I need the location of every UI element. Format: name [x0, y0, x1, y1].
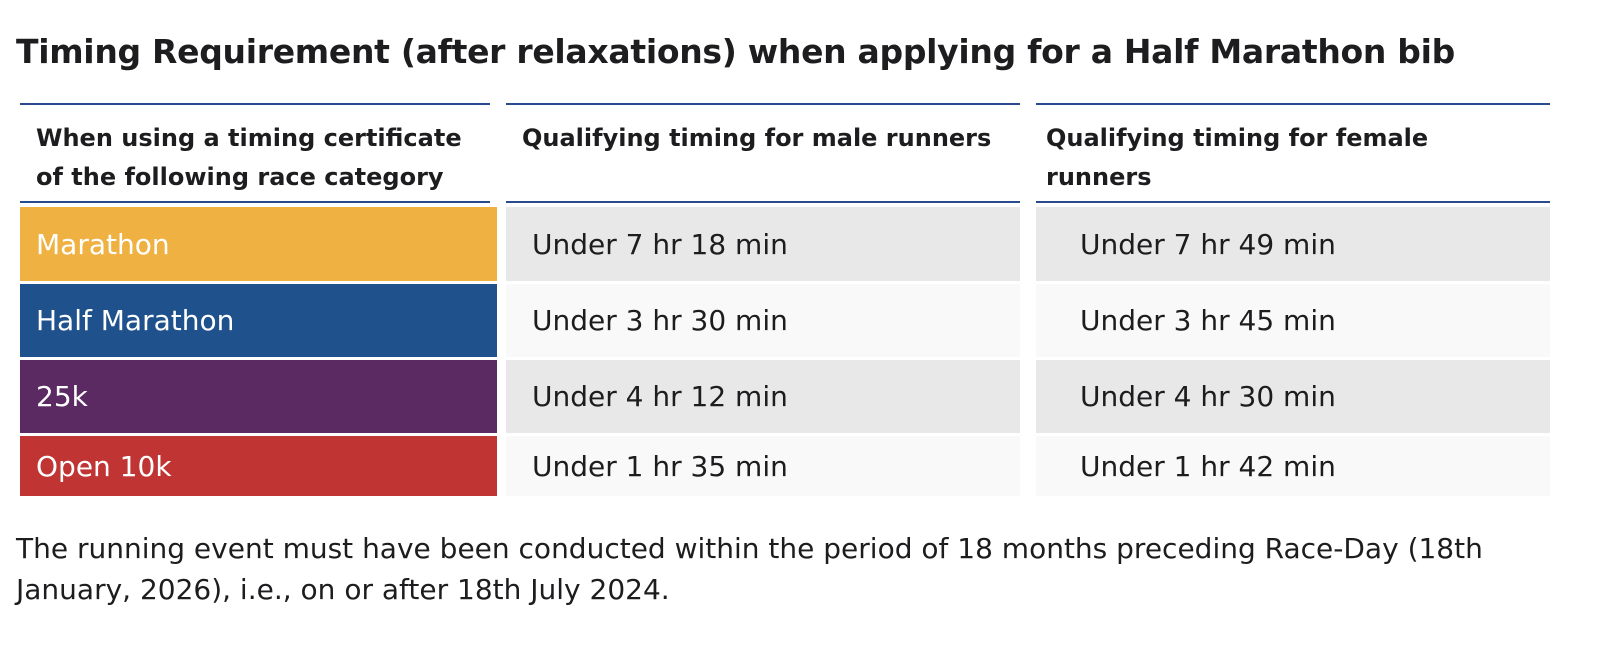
category-cell: Half Marathon: [20, 284, 497, 357]
category-cell: 25k: [20, 360, 497, 433]
timing-cell: Under 1 hr 35 min: [506, 436, 1020, 496]
column-header: Qualifying timing for male runners: [506, 103, 1020, 203]
timing-cell: Under 3 hr 45 min: [1036, 284, 1550, 357]
timing-cell: Under 4 hr 30 min: [1036, 360, 1550, 433]
column-header: Qualifying timing for female runners: [1036, 103, 1550, 203]
column-header: When using a timing certificate of the f…: [20, 103, 490, 203]
title: Timing Requirement (after relaxations) w…: [16, 32, 1455, 71]
timing-cell: Under 4 hr 12 min: [506, 360, 1020, 433]
timing-cell: Under 7 hr 49 min: [1036, 207, 1550, 281]
timing-cell: Under 3 hr 30 min: [506, 284, 1020, 357]
category-cell: Marathon: [20, 207, 497, 281]
timing-cell: Under 7 hr 18 min: [506, 207, 1020, 281]
category-cell: Open 10k: [20, 436, 497, 496]
note: The running event must have been conduct…: [16, 532, 1483, 606]
timing-cell: Under 1 hr 42 min: [1036, 436, 1550, 496]
